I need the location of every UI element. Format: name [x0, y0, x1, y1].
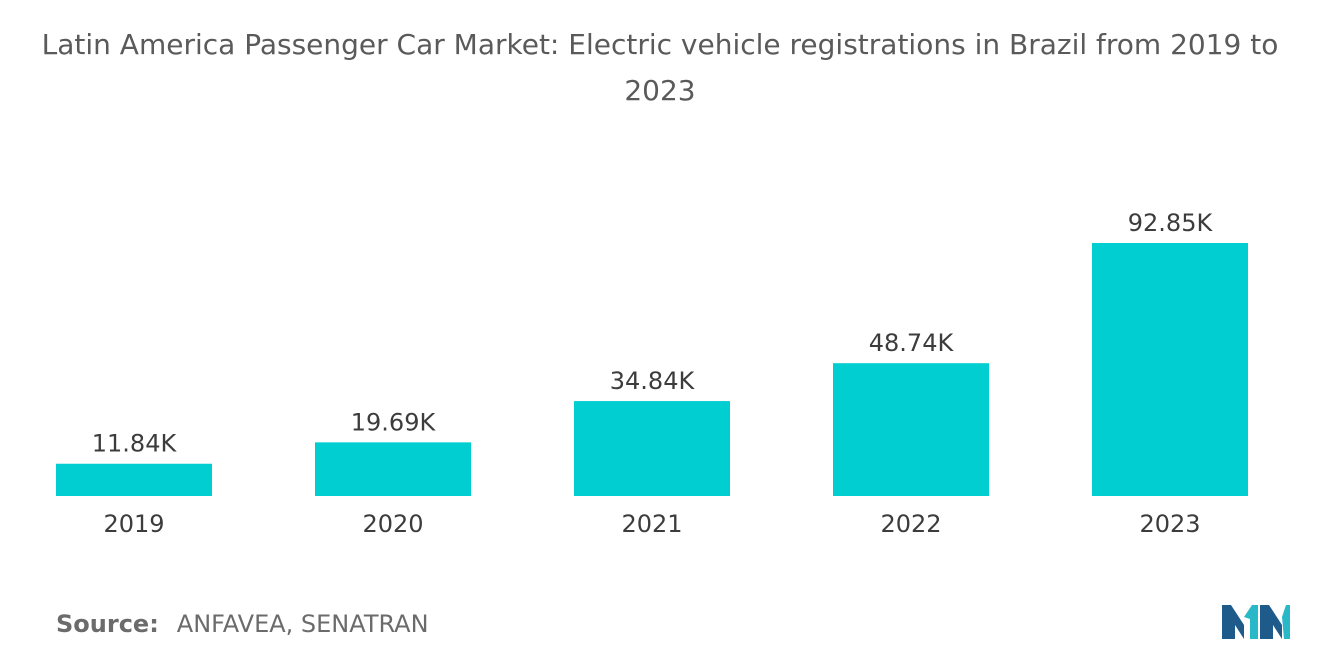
bar-2020	[315, 442, 471, 496]
value-label-2023: 92.85K	[1128, 209, 1214, 237]
value-label-2020: 19.69K	[351, 408, 437, 436]
bar-2019	[56, 463, 212, 496]
chart-title: Latin America Passenger Car Market: Elec…	[41, 28, 1279, 107]
x-tick-label-2020: 2020	[362, 510, 423, 538]
x-tick-label-2019: 2019	[103, 510, 164, 538]
x-tick-labels-group: 2019 2020 2021 2022 2023	[103, 510, 1200, 538]
x-tick-label-2021: 2021	[621, 510, 682, 538]
source-label: Source:	[56, 610, 159, 638]
mordor-intelligence-logo-icon	[1222, 605, 1290, 639]
bar-2021	[574, 401, 730, 496]
x-tick-label-2022: 2022	[880, 510, 941, 538]
bars-group	[56, 243, 1248, 496]
source-text: ANFAVEA, SENATRAN	[176, 610, 429, 638]
bar-2022	[833, 363, 989, 496]
source-note: Source: ANFAVEA, SENATRAN	[56, 610, 429, 638]
value-label-2021: 34.84K	[610, 367, 696, 395]
bar-2023	[1092, 243, 1248, 496]
value-label-2019: 11.84K	[92, 430, 178, 458]
value-labels-group: 11.84K 19.69K 34.84K 48.74K 92.85K	[92, 209, 1214, 458]
value-label-2022: 48.74K	[869, 329, 955, 357]
x-tick-label-2023: 2023	[1139, 510, 1200, 538]
